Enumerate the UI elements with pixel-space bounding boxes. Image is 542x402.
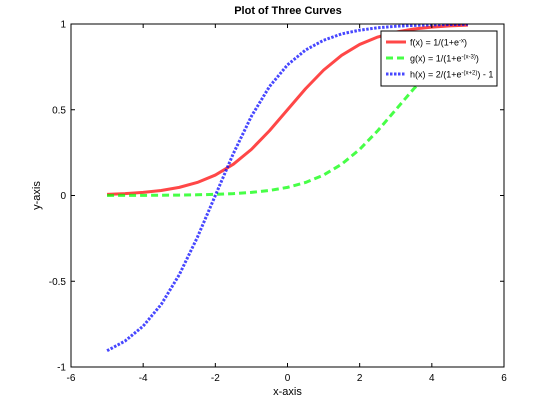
x-tick-label: 0 <box>285 373 291 384</box>
legend: f(x) = 1/(1+e-x) g(x) = 1/(1+e-(x-3)) h(x)… <box>380 30 498 87</box>
legend-box <box>380 30 498 87</box>
legend-label-h-curve: h(x) = 2/(1+e-(x+2)) - 1 <box>410 70 493 80</box>
g-curve-line <box>107 43 469 197</box>
x-tick-label: 4 <box>429 373 435 384</box>
legend-label-g-curve: g(x) = 1/(1+e-(x-3)) <box>410 54 479 64</box>
chart-title: Plot of Three Curves <box>234 5 342 17</box>
series-layer <box>106 24 469 353</box>
y-axis-label: y-axis <box>31 181 43 210</box>
f-curve-line <box>107 24 468 196</box>
legend-label-f-curve: f(x) = 1/(1+e-x) <box>410 38 467 48</box>
y-tick-label: -0.5 <box>49 277 67 288</box>
x-tick-label: -4 <box>139 373 148 384</box>
y-tick-label: 0.5 <box>52 105 66 116</box>
ticks-layer: -6 -4 -2 0 2 4 6 -1 -0.5 0 0.5 1 <box>49 20 507 385</box>
h-curve-line <box>106 24 468 353</box>
x-tick-label: 6 <box>501 373 507 384</box>
y-tick-label: 0 <box>60 191 66 202</box>
y-tick-label: -1 <box>57 363 66 374</box>
y-tick-label: 1 <box>60 20 66 31</box>
x-tick-label: -2 <box>211 373 220 384</box>
x-tick-label: -6 <box>67 373 76 384</box>
x-axis-label: x-axis <box>273 386 302 398</box>
x-tick-label: 2 <box>357 373 363 384</box>
